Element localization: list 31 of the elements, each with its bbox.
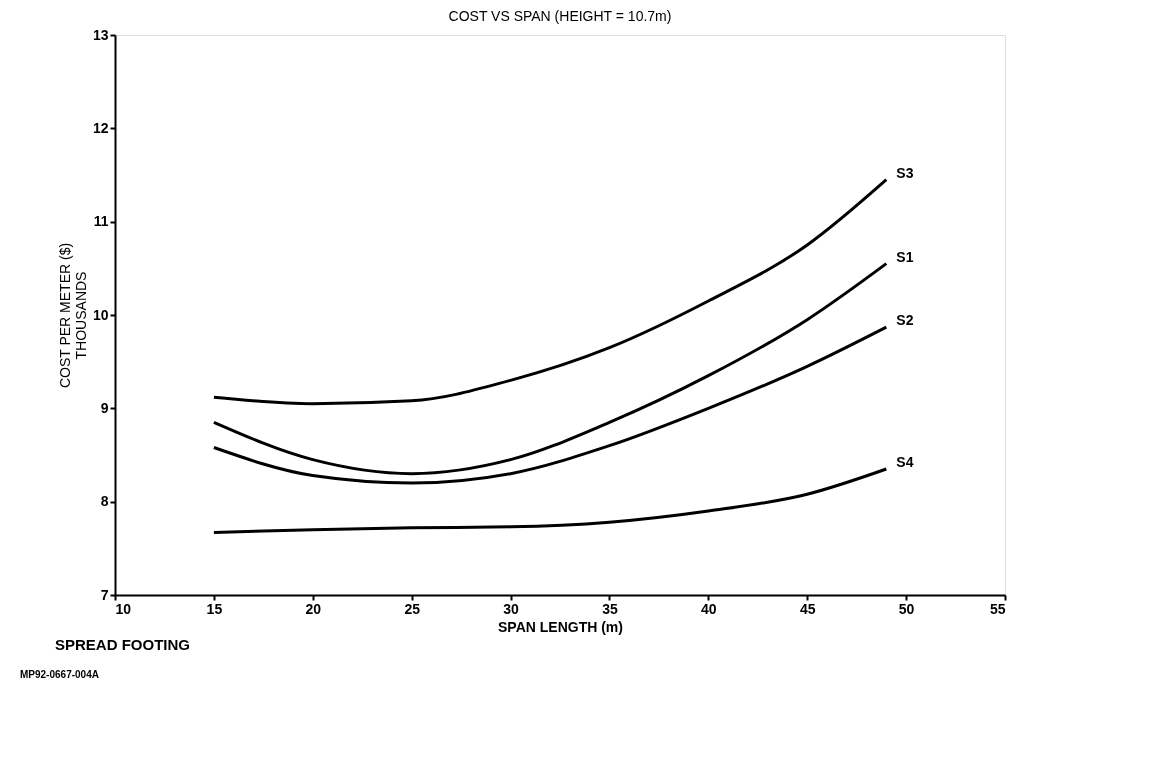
series-label: S1: [896, 248, 914, 265]
line-series: [212, 178, 888, 406]
text: MP92-0667-004A: [20, 669, 99, 680]
text: SPREAD FOOTING: [55, 636, 191, 653]
text: THOUSANDS: [72, 271, 89, 360]
y-tick-label: 12: [92, 119, 109, 136]
series-label: S4: [896, 454, 914, 470]
y-tick-label: 8: [100, 493, 109, 510]
x-tick-label: 50: [898, 600, 915, 617]
chart-title: COST VS SPAN (HEIGHT = 10.7m): [448, 8, 672, 24]
line-series: [212, 262, 888, 476]
x-tick-label: 15: [206, 600, 223, 617]
x-axis-title: SPAN LENGTH (m): [498, 618, 623, 635]
line-series: [212, 325, 888, 485]
x-tick-label: 20: [305, 600, 322, 617]
y-tick-label: 7: [100, 586, 109, 603]
x-tick-label: 25: [404, 600, 421, 617]
x-tick-label: 40: [701, 600, 717, 617]
series-label: S2: [896, 312, 914, 329]
line-series: [212, 467, 888, 534]
y-tick-label: 9: [100, 399, 109, 416]
x-tick-label: 30: [503, 600, 520, 617]
x-tick-label: 45: [799, 600, 816, 617]
y-tick-label: 10: [92, 306, 109, 323]
x-tick-label: 35: [602, 600, 618, 617]
x-tick-label: 10: [115, 600, 132, 617]
y-tick-label: 13: [92, 26, 109, 43]
y-tick-label: 11: [93, 213, 109, 230]
series-label: S3: [896, 164, 914, 181]
x-tick-label: 55: [989, 600, 1006, 617]
text: COST PER METER ($): [56, 242, 73, 389]
